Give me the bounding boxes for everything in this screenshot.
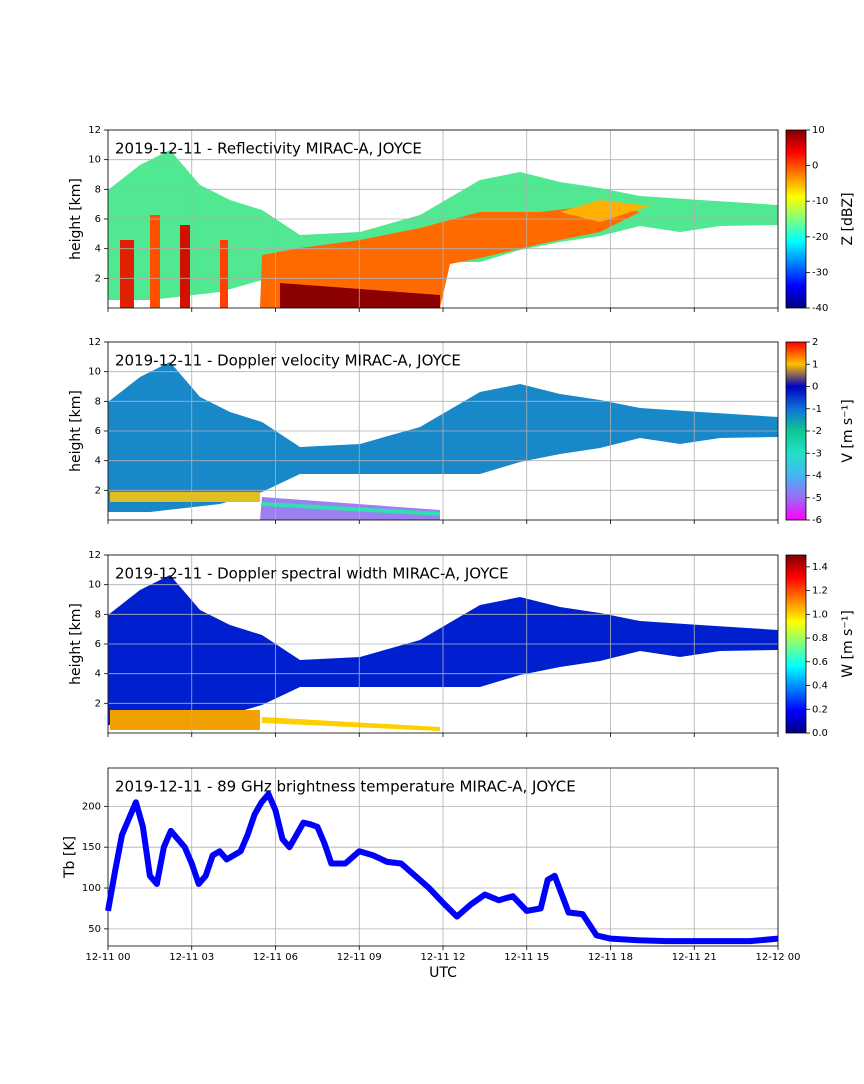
- colorbar-tick-label: 1: [812, 359, 818, 370]
- x-tick-label: 12-11 09: [337, 952, 382, 963]
- x-tick-label: 12-12 00: [756, 952, 801, 963]
- y-tick-label: 8: [95, 609, 101, 620]
- colorbar-tick-label: -20: [812, 232, 828, 243]
- x-tick-label: 12-11 15: [504, 952, 549, 963]
- y-tick-label: 2: [95, 273, 101, 284]
- y-tick-label: 10: [88, 367, 101, 378]
- y-tick-label: 100: [82, 883, 101, 894]
- x-tick-label: 12-11 18: [588, 952, 633, 963]
- line-series: [105, 791, 779, 945]
- axes-frame: [107, 129, 779, 309]
- colorbar-label: W [m s⁻¹]: [840, 610, 856, 678]
- colorbar-label: Z [dBZ]: [840, 192, 856, 245]
- colorbar-tick-label: 0: [812, 161, 818, 172]
- colorbar: [785, 129, 807, 309]
- panel-title: 2019-12-11 - Doppler velocity MIRAC-A, J…: [115, 352, 461, 370]
- colorbar-tick-label: 0.2: [812, 704, 828, 715]
- colorbar-tick-label: 0.6: [812, 657, 828, 668]
- colorbar-tick-label: 0.0: [812, 728, 828, 739]
- colorbar-tick-label: -6: [812, 515, 822, 526]
- colorbar-tick-label: -5: [812, 493, 822, 504]
- x-tick-label: 12-11 00: [86, 952, 131, 963]
- colorbar-tick-label: 1.4: [812, 562, 828, 573]
- radar-image: [108, 150, 778, 308]
- colorbar-tick-label: -3: [812, 448, 822, 459]
- colorbar-label: V [m s⁻¹]: [840, 399, 856, 462]
- radar-image: [108, 362, 778, 520]
- y-tick-label: 12: [88, 337, 101, 348]
- x-axis-label: UTC: [429, 965, 457, 981]
- axes-frame: [107, 341, 779, 521]
- y-tick-label: 12: [88, 550, 101, 561]
- colorbar-tick-label: -4: [812, 471, 822, 482]
- y-tick-label: 6: [95, 426, 101, 437]
- y-tick-label: 8: [95, 184, 101, 195]
- radar-image: [108, 575, 778, 731]
- y-tick-label: 10: [88, 155, 101, 166]
- y-axis-label: height [km]: [68, 390, 84, 472]
- x-tick-label: 12-11 12: [421, 952, 466, 963]
- panel-title: 2019-12-11 - 89 GHz brightness temperatu…: [115, 778, 576, 796]
- colorbar-tick-label: 0.8: [812, 633, 828, 644]
- y-tick-label: 150: [82, 842, 101, 853]
- colorbar: [785, 341, 807, 521]
- colorbar-tick-label: -10: [812, 196, 828, 207]
- y-axis-label: height [km]: [68, 178, 84, 260]
- colorbar-tick-label: 2: [812, 337, 818, 348]
- x-tick-label: 12-11 06: [253, 952, 298, 963]
- y-tick-label: 4: [95, 244, 101, 255]
- colorbar-tick-label: -40: [812, 303, 828, 314]
- x-tick-label: 12-11 03: [169, 952, 214, 963]
- y-tick-label: 10: [88, 580, 101, 591]
- y-tick-label: 6: [95, 214, 101, 225]
- y-tick-label: 50: [88, 924, 101, 935]
- y-axis-label: Tb [K]: [62, 836, 78, 879]
- colorbar-tick-label: 0.4: [812, 681, 828, 692]
- colorbar-tick-label: 10: [812, 125, 825, 136]
- y-tick-label: 4: [95, 669, 101, 680]
- y-tick-label: 12: [88, 125, 101, 136]
- y-tick-label: 6: [95, 639, 101, 650]
- y-tick-label: 2: [95, 698, 101, 709]
- panel-title: 2019-12-11 - Reflectivity MIRAC-A, JOYCE: [115, 140, 422, 158]
- colorbar-tick-label: -1: [812, 404, 822, 415]
- colorbar-tick-label: 1.2: [812, 586, 828, 597]
- y-tick-label: 2: [95, 485, 101, 496]
- colorbar-tick-label: -30: [812, 267, 828, 278]
- axes-frame: [107, 554, 779, 734]
- y-axis-label: height [km]: [68, 603, 84, 685]
- colorbar-tick-label: -2: [812, 426, 822, 437]
- y-tick-label: 200: [82, 801, 101, 812]
- y-tick-label: 4: [95, 456, 101, 467]
- colorbar-tick-label: 0: [812, 382, 818, 393]
- axes-frame: [107, 767, 779, 947]
- panel-title: 2019-12-11 - Doppler spectral width MIRA…: [115, 565, 509, 583]
- colorbar-tick-label: 1.0: [812, 609, 828, 620]
- colorbar: [785, 554, 807, 734]
- x-tick-label: 12-11 21: [672, 952, 717, 963]
- y-tick-label: 8: [95, 396, 101, 407]
